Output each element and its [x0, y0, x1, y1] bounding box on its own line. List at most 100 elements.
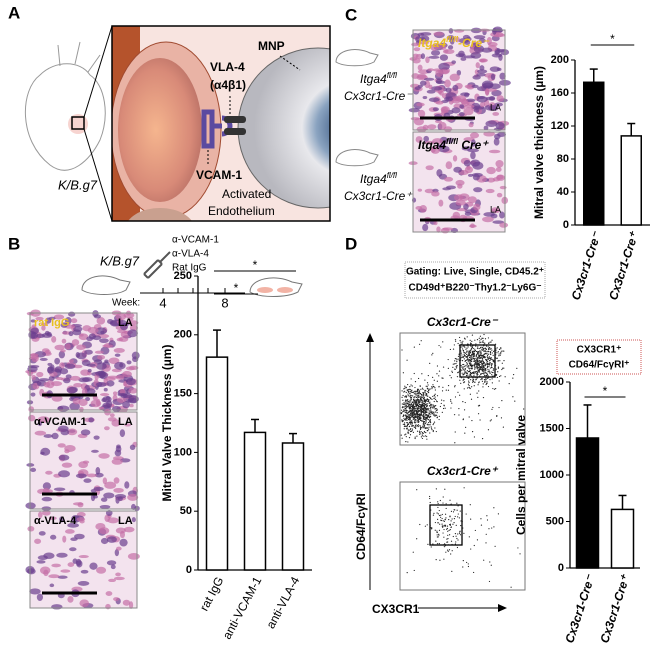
tissue-cell: [455, 199, 466, 206]
flow-event: [459, 534, 462, 536]
flow-event: [407, 429, 409, 431]
flow-event: [471, 431, 474, 433]
flow-event: [462, 400, 464, 403]
flow-event: [409, 418, 411, 420]
flow-event: [410, 394, 412, 397]
flow-event: [475, 345, 477, 347]
tissue-cell: [72, 558, 78, 564]
flow-event: [477, 346, 479, 348]
flow-event: [422, 395, 425, 397]
flow-event: [495, 354, 497, 356]
flow-event: [508, 382, 510, 385]
flow-event: [417, 394, 419, 396]
flow-event: [441, 513, 443, 516]
flow-event: [466, 366, 468, 368]
flow-event: [445, 551, 447, 553]
flow-event: [471, 356, 473, 358]
flow-event: [421, 402, 423, 404]
flow-event: [463, 358, 465, 360]
flow-event: [422, 388, 424, 390]
flow-event: [482, 347, 484, 350]
flow-event: [405, 433, 407, 435]
flow-event: [401, 407, 403, 409]
flow-event: [416, 425, 419, 427]
flow-event: [434, 389, 436, 391]
tissue-cell: [428, 84, 433, 90]
tissue-cell: [31, 374, 36, 381]
flow-event: [473, 359, 476, 361]
tissue-cell: [473, 187, 483, 193]
flow-event: [420, 388, 422, 390]
flow-event: [453, 509, 455, 511]
histology-image: [408, 131, 509, 234]
flow-event: [402, 394, 404, 397]
flow-event: [421, 409, 423, 412]
flow-event: [496, 376, 498, 379]
mnp-label: MNP: [258, 39, 285, 53]
flow-event: [422, 425, 424, 427]
tissue-cell: [48, 316, 56, 321]
flow-event: [476, 374, 478, 376]
flow-event: [494, 352, 497, 354]
flow-event: [466, 355, 468, 358]
endothelium-label: Endothelium: [208, 204, 275, 218]
flow-event: [469, 504, 471, 506]
x-tick-label: Cx3cr1-Cre⁺: [606, 229, 642, 302]
flow-event: [481, 341, 483, 343]
flow-event: [491, 365, 493, 367]
flow-event: [407, 383, 409, 386]
flow-event: [420, 409, 422, 411]
error-bar: [589, 68, 598, 83]
tissue-cell: [425, 56, 430, 64]
flow-event: [441, 411, 443, 413]
flow-event: [492, 360, 494, 363]
flow-event: [482, 386, 484, 388]
tissue-cell: [422, 223, 429, 232]
flow-event: [411, 422, 413, 424]
flow-event: [414, 396, 416, 398]
flow-event: [479, 366, 481, 368]
flow-event: [408, 388, 410, 390]
tissue-cell: [48, 574, 60, 579]
flow-event: [447, 541, 449, 543]
tissue-cell: [27, 364, 40, 369]
tissue-cell: [75, 473, 87, 479]
flow-event: [472, 358, 474, 360]
flow-event: [483, 376, 485, 378]
tissue-cell: [496, 192, 503, 198]
gating-label: Gating: Live, Single, CD45.2⁺: [406, 267, 544, 278]
flow-event: [487, 346, 489, 348]
flow-event: [502, 350, 504, 352]
tissue-cell: [51, 432, 59, 440]
tissue-cell: [499, 222, 509, 228]
flow-event: [430, 398, 432, 400]
flow-event: [447, 389, 450, 391]
flow-event: [441, 399, 443, 401]
flow-event: [460, 346, 462, 348]
flow-event: [449, 348, 452, 351]
flow-event: [483, 378, 486, 381]
flow-event: [478, 371, 480, 373]
flow-event: [416, 409, 418, 411]
flow-event: [425, 419, 427, 421]
histology-image: [25, 309, 140, 413]
flow-event: [481, 337, 483, 339]
flow-event: [487, 376, 489, 378]
flow-event: [460, 524, 462, 527]
flow-event: [408, 425, 410, 428]
y-tick-label: 0: [558, 562, 564, 574]
flow-event: [462, 345, 464, 347]
flow-event: [413, 399, 415, 401]
flow-event: [437, 501, 439, 503]
flow-event: [438, 534, 440, 536]
flow-event: [449, 499, 451, 501]
panel-label: B: [8, 234, 20, 253]
bar: [243, 431, 267, 571]
flow-event: [411, 413, 413, 415]
flow-event: [437, 536, 439, 538]
flow-event: [401, 349, 403, 351]
flow-event: [415, 394, 417, 396]
flow-event: [451, 371, 453, 374]
flow-event: [488, 357, 491, 359]
flow-event: [407, 388, 409, 391]
